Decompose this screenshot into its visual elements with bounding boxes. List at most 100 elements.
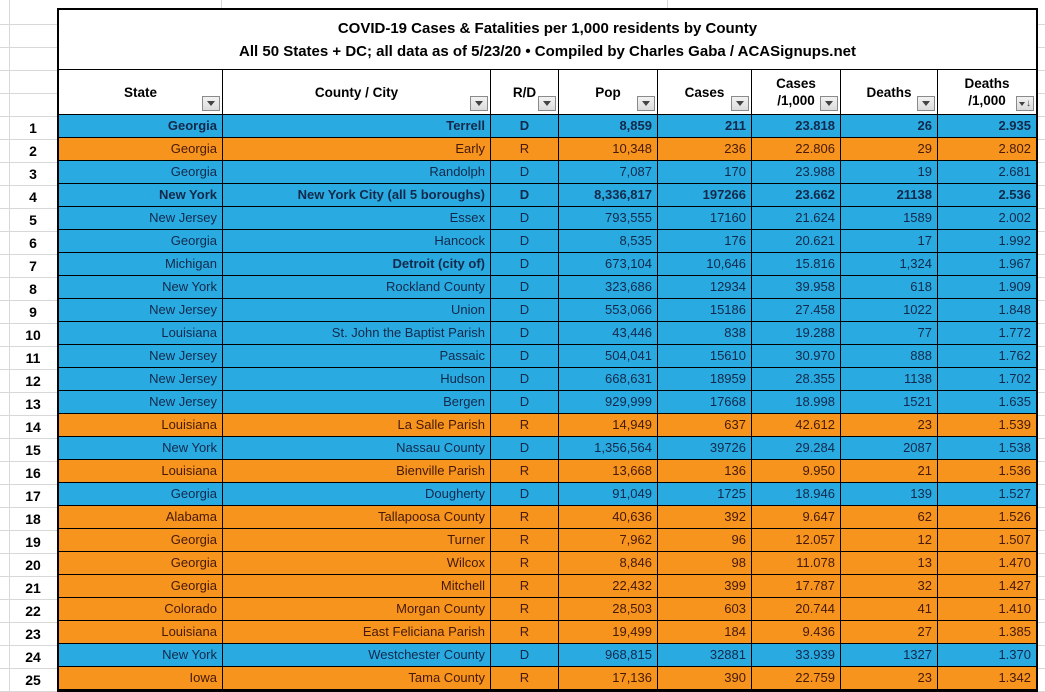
cell-state[interactable]: New York (59, 184, 223, 207)
cell-deaths[interactable]: 32 (841, 575, 938, 598)
cell-deaths[interactable]: 26 (841, 115, 938, 138)
cell-state[interactable]: Georgia (59, 552, 223, 575)
filter-dropdown-button[interactable]: ↓ (538, 96, 556, 111)
cell-cases-per-1000[interactable]: 12.057 (752, 529, 841, 552)
cell-deaths[interactable]: 13 (841, 552, 938, 575)
cell-state[interactable]: Louisiana (59, 414, 223, 437)
cell-county[interactable]: Tama County (223, 667, 491, 690)
cell-cases[interactable]: 399 (658, 575, 752, 598)
cell-deaths-per-1000[interactable]: 2.536 (938, 184, 1036, 207)
cell-county[interactable]: Essex (223, 207, 491, 230)
cell-deaths-per-1000[interactable]: 1.772 (938, 322, 1036, 345)
row-number[interactable]: 25 (25, 672, 41, 688)
cell-population[interactable]: 7,087 (559, 161, 658, 184)
cell-county[interactable]: Turner (223, 529, 491, 552)
cell-cases[interactable]: 637 (658, 414, 752, 437)
row-number[interactable]: 19 (25, 534, 41, 550)
cell-deaths[interactable]: 139 (841, 483, 938, 506)
row-number[interactable]: 24 (25, 649, 41, 665)
cell-party[interactable]: D (491, 483, 559, 506)
row-number[interactable]: 21 (25, 580, 41, 596)
cell-deaths[interactable]: 41 (841, 598, 938, 621)
cell-county[interactable]: Terrell (223, 115, 491, 138)
cell-deaths[interactable]: 23 (841, 414, 938, 437)
row-number[interactable]: 15 (25, 442, 41, 458)
cell-county[interactable]: Morgan County (223, 598, 491, 621)
cell-deaths-per-1000[interactable]: 2.002 (938, 207, 1036, 230)
cell-cases[interactable]: 176 (658, 230, 752, 253)
row-number[interactable]: 13 (25, 396, 41, 412)
cell-population[interactable]: 7,962 (559, 529, 658, 552)
filter-dropdown-sorted-button[interactable]: ↓ (1016, 96, 1034, 111)
cell-deaths[interactable]: 29 (841, 138, 938, 161)
cell-state[interactable]: Alabama (59, 506, 223, 529)
row-number[interactable]: 23 (25, 626, 41, 642)
cell-cases-per-1000[interactable]: 11.078 (752, 552, 841, 575)
cell-population[interactable]: 668,631 (559, 368, 658, 391)
cell-population[interactable]: 91,049 (559, 483, 658, 506)
cell-cases-per-1000[interactable]: 23.818 (752, 115, 841, 138)
cell-county[interactable]: East Feliciana Parish (223, 621, 491, 644)
cell-party[interactable]: D (491, 161, 559, 184)
cell-population[interactable]: 8,859 (559, 115, 658, 138)
cell-cases[interactable]: 390 (658, 667, 752, 690)
row-number[interactable]: 18 (25, 511, 41, 527)
cell-cases[interactable]: 18959 (658, 368, 752, 391)
cell-cases-per-1000[interactable]: 33.939 (752, 644, 841, 667)
cell-deaths-per-1000[interactable]: 1.538 (938, 437, 1036, 460)
cell-population[interactable]: 929,999 (559, 391, 658, 414)
filter-dropdown-button[interactable]: ↓ (202, 96, 220, 111)
cell-population[interactable]: 13,668 (559, 460, 658, 483)
cell-deaths[interactable]: 1589 (841, 207, 938, 230)
cell-population[interactable]: 323,686 (559, 276, 658, 299)
cell-state[interactable]: Georgia (59, 483, 223, 506)
cell-deaths-per-1000[interactable]: 1.427 (938, 575, 1036, 598)
cell-deaths[interactable]: 21138 (841, 184, 938, 207)
cell-cases[interactable]: 10,646 (658, 253, 752, 276)
cell-cases-per-1000[interactable]: 42.612 (752, 414, 841, 437)
cell-cases[interactable]: 136 (658, 460, 752, 483)
cell-deaths[interactable]: 1521 (841, 391, 938, 414)
cell-state[interactable]: New Jersey (59, 345, 223, 368)
cell-cases-per-1000[interactable]: 20.621 (752, 230, 841, 253)
cell-state[interactable]: Louisiana (59, 322, 223, 345)
cell-cases[interactable]: 184 (658, 621, 752, 644)
cell-deaths[interactable]: 1138 (841, 368, 938, 391)
cell-deaths-per-1000[interactable]: 1.370 (938, 644, 1036, 667)
cell-deaths[interactable]: 2087 (841, 437, 938, 460)
cell-county[interactable]: Bienville Parish (223, 460, 491, 483)
row-number[interactable]: 5 (29, 212, 37, 228)
cell-cases-per-1000[interactable]: 23.988 (752, 161, 841, 184)
cell-deaths[interactable]: 12 (841, 529, 938, 552)
cell-state[interactable]: New York (59, 644, 223, 667)
cell-population[interactable]: 43,446 (559, 322, 658, 345)
row-number[interactable]: 1 (29, 120, 37, 136)
cell-state[interactable]: Iowa (59, 667, 223, 690)
cell-population[interactable]: 8,846 (559, 552, 658, 575)
cell-population[interactable]: 553,066 (559, 299, 658, 322)
cell-party[interactable]: R (491, 598, 559, 621)
cell-deaths[interactable]: 62 (841, 506, 938, 529)
cell-county[interactable]: Nassau County (223, 437, 491, 460)
cell-cases-per-1000[interactable]: 18.946 (752, 483, 841, 506)
cell-cases[interactable]: 17160 (658, 207, 752, 230)
cell-deaths-per-1000[interactable]: 1.527 (938, 483, 1036, 506)
cell-cases-per-1000[interactable]: 28.355 (752, 368, 841, 391)
cell-cases-per-1000[interactable]: 29.284 (752, 437, 841, 460)
cell-party[interactable]: R (491, 414, 559, 437)
cell-county[interactable]: Hudson (223, 368, 491, 391)
cell-population[interactable]: 793,555 (559, 207, 658, 230)
cell-party[interactable]: R (491, 138, 559, 161)
cell-deaths[interactable]: 1022 (841, 299, 938, 322)
cell-deaths-per-1000[interactable]: 1.848 (938, 299, 1036, 322)
cell-party[interactable]: D (491, 253, 559, 276)
cell-cases[interactable]: 197266 (658, 184, 752, 207)
cell-deaths-per-1000[interactable]: 1.410 (938, 598, 1036, 621)
row-number[interactable]: 11 (25, 350, 41, 366)
cell-county[interactable]: Tallapoosa County (223, 506, 491, 529)
cell-deaths-per-1000[interactable]: 1.635 (938, 391, 1036, 414)
row-number[interactable]: 20 (25, 557, 41, 573)
cell-deaths-per-1000[interactable]: 1.470 (938, 552, 1036, 575)
cell-county[interactable]: La Salle Parish (223, 414, 491, 437)
cell-cases-per-1000[interactable]: 30.970 (752, 345, 841, 368)
